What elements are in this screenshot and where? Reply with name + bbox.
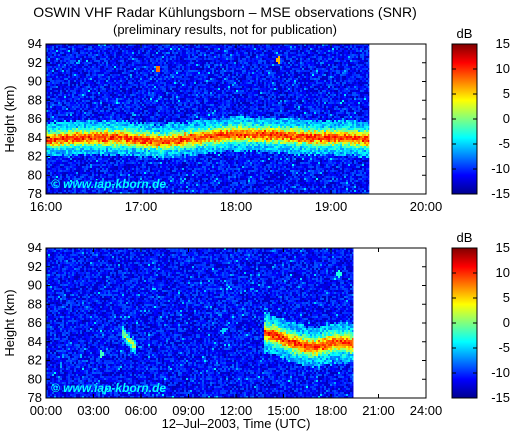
colorbar-tick-label: -5 (498, 340, 510, 355)
colorbar-tick-label: 15 (496, 36, 510, 51)
colorbar-tick-label: 15 (496, 240, 510, 255)
x-axis-label: 12–Jul–2003, Time (UTC) (162, 416, 311, 431)
y-tick-label: 82 (28, 149, 42, 164)
y-tick-label: 94 (28, 36, 42, 51)
x-tick-label: 24:00 (410, 403, 443, 418)
y-tick-label: 86 (28, 111, 42, 126)
y-tick-label: 90 (28, 74, 42, 89)
watermark: © www.iap-kborn.de (51, 177, 166, 191)
heatmap (46, 248, 353, 398)
colorbar-tick-label: -15 (491, 390, 510, 405)
x-tick-label: 06:00 (125, 403, 158, 418)
y-tick-label: 88 (28, 92, 42, 107)
x-tick-label: 18:00 (220, 199, 253, 214)
colorbar-label: dB (457, 230, 473, 245)
y-axis-label: Height (km) (2, 289, 17, 356)
colorbar-tick-label: 10 (496, 61, 510, 76)
y-tick-label: 82 (28, 353, 42, 368)
colorbar-tick-label: 5 (503, 86, 510, 101)
colorbar-tick-label: -5 (498, 136, 510, 151)
y-axis-label: Height (km) (2, 85, 17, 152)
y-tick-label: 80 (28, 167, 42, 182)
x-tick-label: 00:00 (30, 403, 63, 418)
y-tick-label: 80 (28, 371, 42, 386)
y-tick-label: 84 (28, 334, 42, 349)
colorbar-tick-label: -15 (491, 186, 510, 201)
y-tick-label: 92 (28, 55, 42, 70)
x-tick-label: 21:00 (362, 403, 395, 418)
colorbar-label: dB (457, 26, 473, 41)
y-tick-label: 94 (28, 240, 42, 255)
x-tick-label: 03:00 (77, 403, 110, 418)
colorbar-tick-label: -10 (491, 161, 510, 176)
x-tick-label: 17:00 (125, 199, 158, 214)
x-tick-label: 20:00 (410, 199, 443, 214)
colorbar-tick-label: 5 (503, 290, 510, 305)
watermark: © www.iap-kborn.de (51, 381, 166, 395)
heatmap (46, 44, 369, 194)
y-tick-label: 90 (28, 278, 42, 293)
colorbar-tick-label: 0 (503, 315, 510, 330)
y-tick-label: 84 (28, 130, 42, 145)
x-tick-label: 18:00 (315, 403, 348, 418)
bottom-panel: © www.iap-kborn.de78808284868890929400:0… (2, 230, 510, 431)
y-tick-label: 88 (28, 296, 42, 311)
colorbar-tick-label: 10 (496, 265, 510, 280)
colorbar-tick-label: 0 (503, 111, 510, 126)
x-tick-label: 19:00 (315, 199, 348, 214)
y-tick-label: 86 (28, 315, 42, 330)
y-tick-label: 92 (28, 259, 42, 274)
x-tick-label: 16:00 (30, 199, 63, 214)
colorbar-tick-label: -10 (491, 365, 510, 380)
top-panel: © www.iap-kborn.de78808284868890929416:0… (2, 26, 510, 214)
